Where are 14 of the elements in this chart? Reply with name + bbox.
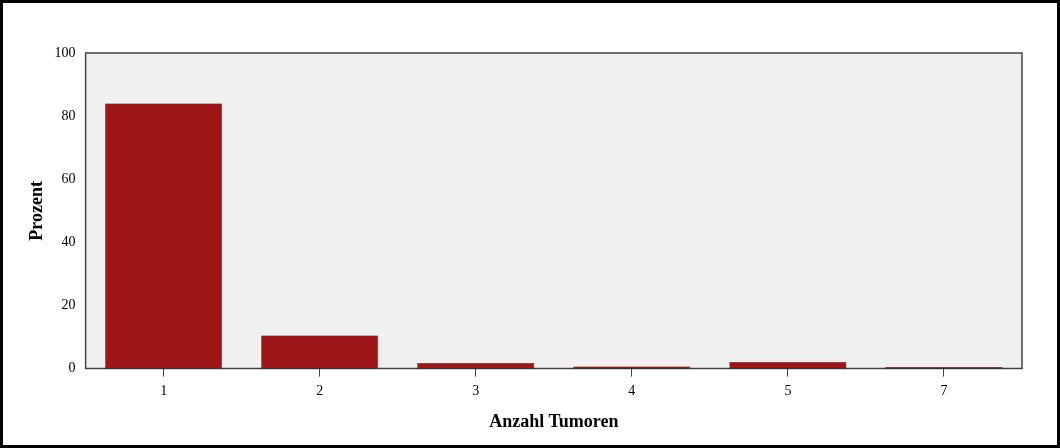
x-tick-label: 5 — [784, 382, 792, 398]
x-tick-label: 4 — [628, 382, 636, 398]
x-axis-title: Anzahl Tumoren — [489, 410, 619, 431]
y-tick-label: 0 — [68, 360, 76, 376]
x-tick-label: 7 — [940, 382, 948, 398]
y-tick-label: 100 — [54, 44, 76, 60]
y-tick-label: 60 — [61, 170, 76, 186]
x-tick-label: 1 — [160, 382, 168, 398]
x-tick-label: 3 — [472, 382, 480, 398]
y-tick-label: 80 — [61, 107, 76, 123]
y-tick-label: 20 — [61, 297, 76, 313]
y-tick-label: 40 — [61, 234, 76, 250]
y-axis-title: Prozent — [26, 180, 47, 241]
x-tick-label: 2 — [316, 382, 324, 398]
